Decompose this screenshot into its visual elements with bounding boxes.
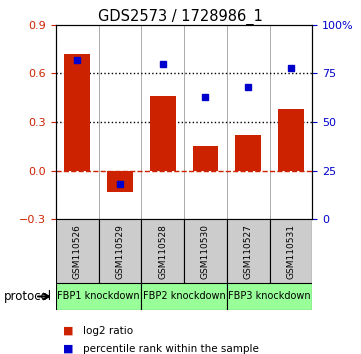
- Text: FBP1 knockdown: FBP1 knockdown: [57, 291, 140, 302]
- Bar: [278, 109, 304, 171]
- Text: ■: ■: [63, 344, 74, 354]
- Bar: [235, 135, 261, 171]
- Text: GSM110531: GSM110531: [286, 224, 295, 279]
- Bar: [227, 219, 270, 283]
- Text: GSM110527: GSM110527: [244, 224, 253, 279]
- Text: ■: ■: [63, 326, 74, 336]
- Bar: [142, 283, 227, 310]
- Text: GSM110526: GSM110526: [73, 224, 82, 279]
- Bar: [142, 219, 184, 283]
- Text: percentile rank within the sample: percentile rank within the sample: [83, 344, 259, 354]
- Text: FBP2 knockdown: FBP2 knockdown: [143, 291, 226, 302]
- Bar: [193, 147, 218, 171]
- Bar: [184, 219, 227, 283]
- Bar: [227, 283, 312, 310]
- Bar: [99, 219, 142, 283]
- Bar: [107, 171, 133, 192]
- Bar: [65, 54, 90, 171]
- Text: protocol: protocol: [4, 290, 52, 303]
- Text: FBP3 knockdown: FBP3 knockdown: [228, 291, 311, 302]
- Bar: [150, 96, 175, 171]
- Bar: [56, 283, 142, 310]
- Bar: [56, 219, 99, 283]
- Text: log2 ratio: log2 ratio: [83, 326, 133, 336]
- Bar: [270, 219, 312, 283]
- Text: GSM110530: GSM110530: [201, 224, 210, 279]
- Text: GSM110529: GSM110529: [116, 224, 125, 279]
- Text: GDS2573 / 1728986_1: GDS2573 / 1728986_1: [98, 9, 263, 25]
- Text: GSM110528: GSM110528: [158, 224, 167, 279]
